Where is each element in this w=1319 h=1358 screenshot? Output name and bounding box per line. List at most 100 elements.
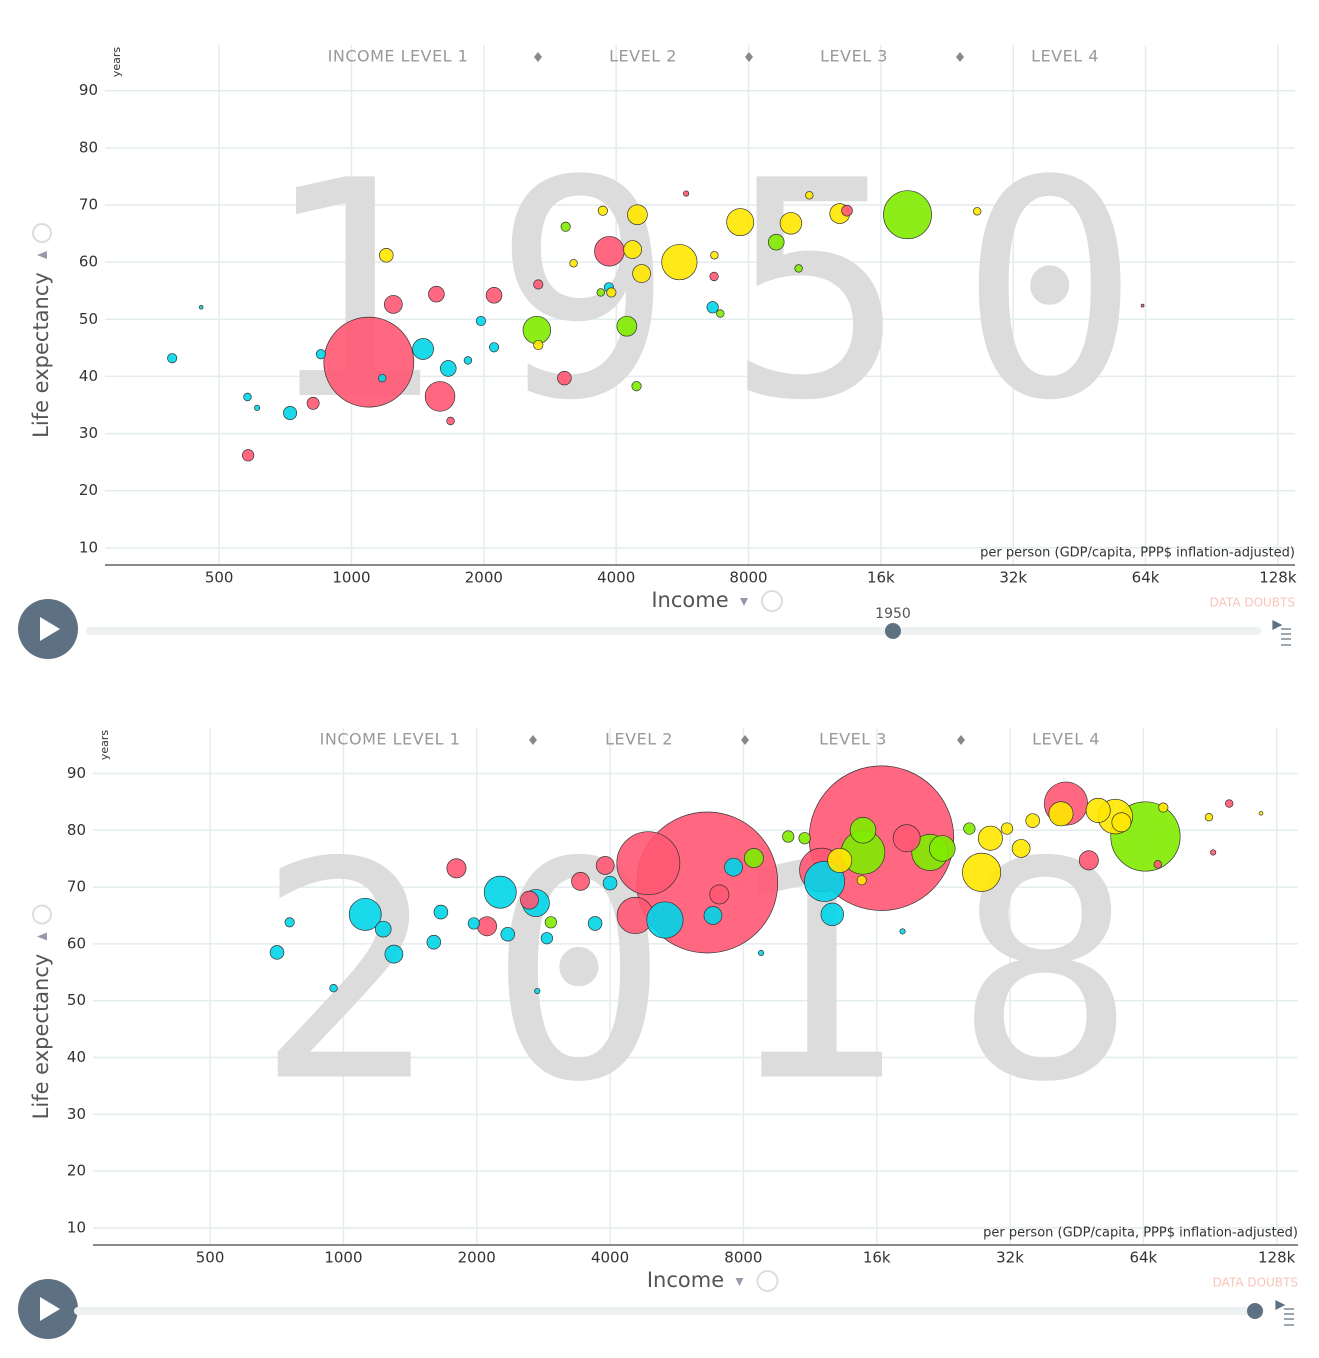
bubble [167, 353, 178, 364]
bubble [475, 315, 486, 327]
y-tick-label: 10 [67, 1218, 86, 1236]
x-tick-label: 8000 [729, 569, 767, 587]
bubble [856, 875, 867, 886]
bubble [1140, 303, 1145, 308]
x-help[interactable] [761, 590, 783, 612]
level-divider [957, 735, 965, 745]
bubble [661, 244, 698, 281]
y-help[interactable] [32, 223, 52, 243]
bubble [522, 315, 552, 345]
x-axis-title[interactable]: Income [647, 1268, 724, 1292]
bubble [1025, 813, 1040, 828]
bubble [623, 240, 642, 259]
y-tick-label: 20 [67, 1162, 86, 1180]
y-tick-label: 50 [79, 310, 98, 328]
x-tick-label: 1000 [332, 569, 370, 587]
bubble [602, 875, 618, 891]
y-tick-label: 10 [79, 538, 98, 556]
bubble [805, 191, 814, 200]
level-divider [529, 735, 537, 745]
bubble [284, 917, 295, 928]
x-help[interactable] [756, 1270, 779, 1292]
y-tick-label: 20 [79, 481, 98, 499]
bubble [929, 835, 956, 862]
y-axis-title[interactable]: Life expectancy [29, 954, 53, 1120]
level-divider [534, 52, 542, 62]
income-level: LEVEL 2 [605, 730, 673, 749]
bubble [446, 858, 467, 879]
bubble [706, 301, 719, 314]
bubble [424, 381, 456, 412]
bubble [446, 416, 455, 426]
level-divider [741, 735, 749, 745]
data-doubts[interactable]: DATA DOUBTS [1213, 1276, 1298, 1290]
bubble [726, 208, 755, 237]
x-tick-label: 32k [996, 1249, 1024, 1267]
bubble [378, 373, 387, 383]
bubble [1111, 812, 1132, 833]
x-tick-label: 1000 [324, 1249, 362, 1267]
bubble [569, 259, 578, 268]
x-tick-label: 64k [1129, 1249, 1157, 1267]
y-tick-label: 70 [67, 878, 86, 896]
bubble [540, 932, 553, 945]
bubble [544, 916, 557, 929]
bubble [533, 279, 544, 290]
timeline-handle[interactable] [885, 623, 901, 639]
play-icon [40, 1297, 60, 1321]
bubble [899, 928, 906, 935]
bubble [606, 287, 617, 298]
bubble [627, 204, 648, 226]
bubble [374, 920, 392, 938]
x-dropdown [740, 598, 748, 606]
bubble [703, 906, 723, 925]
y-tick-label: 40 [79, 367, 98, 385]
bubble [198, 305, 204, 310]
bubble [709, 884, 730, 905]
bubble [1078, 850, 1099, 871]
x-tick-label: 4000 [597, 569, 635, 587]
income-level: LEVEL 4 [1031, 47, 1099, 66]
y-tick-label: 50 [67, 991, 86, 1009]
bubble [500, 926, 516, 942]
x-tick-label: 128k [1259, 569, 1297, 587]
bubble [794, 264, 803, 273]
y-tick-label: 70 [79, 196, 98, 214]
level-divider [956, 52, 964, 62]
y-help[interactable] [32, 904, 52, 925]
speed-icon[interactable] [1272, 620, 1291, 646]
x-axis-title[interactable]: Income [651, 588, 728, 612]
bubble [428, 285, 445, 303]
bubble [433, 904, 449, 920]
bubble [782, 830, 795, 843]
bubble [587, 916, 603, 931]
income-level: LEVEL 2 [609, 47, 677, 66]
bubble [883, 190, 932, 240]
bubble [1011, 839, 1031, 858]
bubble [1153, 860, 1163, 869]
bubble [631, 381, 642, 392]
bubble [254, 404, 261, 411]
data-doubts[interactable]: DATA DOUBTS [1210, 596, 1295, 610]
bubble [724, 857, 743, 877]
level-divider [745, 52, 753, 62]
bubble [596, 288, 605, 297]
speed-icon[interactable] [1275, 1300, 1294, 1326]
x-tick-label: 2000 [465, 569, 503, 587]
income-level: LEVEL 4 [1032, 730, 1100, 749]
timeline-handle[interactable] [1247, 1303, 1263, 1319]
bubble [597, 205, 608, 216]
bubble [683, 190, 690, 197]
y-axis-title[interactable]: Life expectancy [29, 272, 53, 438]
bubble [348, 897, 382, 931]
bubble [269, 945, 285, 960]
bubble [520, 890, 539, 910]
bubble [632, 264, 651, 283]
income-level: INCOME LEVEL 1 [328, 47, 469, 66]
x-tick-label: 2000 [458, 1249, 496, 1267]
bubble [849, 817, 877, 844]
bubble [616, 315, 638, 337]
x-tick-label: 32k [999, 569, 1027, 587]
bubble [463, 356, 473, 365]
